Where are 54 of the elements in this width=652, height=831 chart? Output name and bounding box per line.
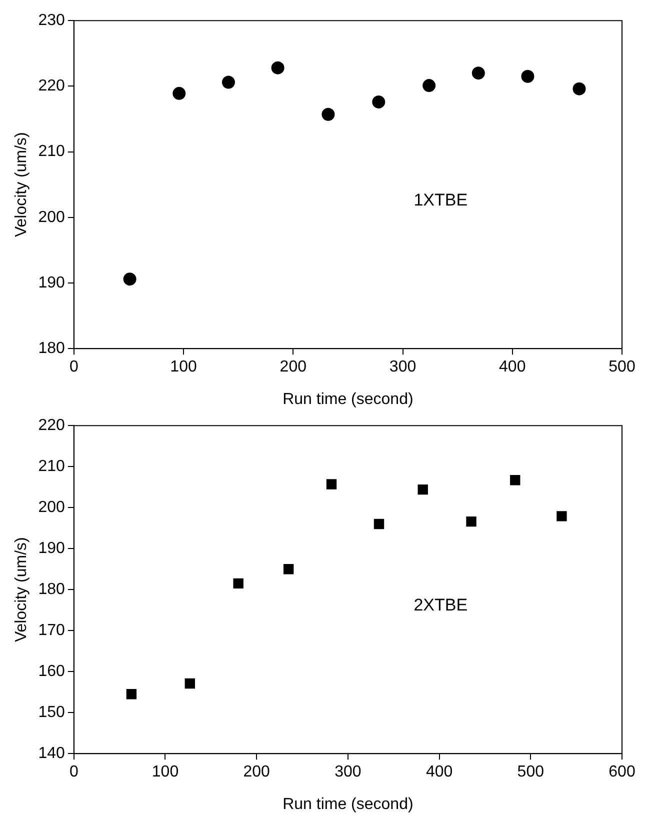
point: [126, 689, 137, 700]
point: [271, 61, 284, 74]
point: [172, 86, 186, 100]
y-tick-label: 230: [38, 12, 65, 30]
y-axis-title: Velocity (um/s): [13, 132, 30, 238]
y-tick-label: 210: [38, 458, 65, 476]
x-tick-label: 200: [243, 764, 270, 781]
y-tick-label: 170: [38, 622, 65, 640]
x-tick-label: 100: [170, 358, 197, 376]
x-axis-title: Run time (second): [282, 390, 414, 408]
point: [184, 678, 196, 689]
point: [472, 66, 485, 80]
y-tick-label: 160: [38, 663, 65, 680]
y-axis-title: Velocity (um/s): [13, 537, 30, 642]
y-tick-label: 180: [38, 340, 65, 358]
annotation: 2XTBE: [414, 596, 468, 615]
y-tick-label: 180: [38, 581, 65, 598]
y-tick-label: 190: [38, 274, 65, 292]
x-tick-label: 400: [499, 358, 526, 376]
y-tick-label: 140: [38, 745, 65, 762]
point: [322, 108, 335, 121]
x-tick-label: 100: [152, 764, 179, 781]
x-tick-label: 0: [69, 358, 78, 376]
x-tick-label: 400: [426, 764, 453, 781]
y-tick-label: 200: [38, 499, 65, 516]
annotation: 1XTBE: [414, 190, 468, 210]
y-tick-label: 220: [38, 417, 65, 434]
y-tick-label: 150: [38, 704, 65, 722]
y-tick-label: 200: [38, 208, 65, 226]
point: [222, 76, 235, 89]
y-tick-label: 190: [38, 540, 65, 558]
x-tick-label: 500: [608, 358, 636, 376]
point: [326, 479, 337, 490]
point: [466, 516, 476, 527]
point: [418, 484, 428, 495]
x-tick-label: 500: [517, 764, 544, 781]
point: [372, 95, 386, 108]
y-tick-label: 220: [38, 78, 65, 95]
point: [510, 475, 520, 486]
y-tick-label: 210: [38, 143, 65, 160]
point: [233, 578, 244, 589]
point: [374, 518, 384, 530]
x-axis-title: Run time (second): [282, 796, 414, 813]
x-tick-label: 300: [334, 764, 362, 781]
point: [572, 82, 586, 96]
point: [556, 511, 567, 522]
x-tick-label: 200: [280, 358, 307, 376]
point: [422, 79, 436, 92]
point: [123, 272, 136, 286]
x-tick-label: 300: [389, 358, 416, 376]
x-tick-label: 600: [608, 764, 636, 781]
point: [521, 70, 534, 83]
x-tick-label: 0: [69, 764, 78, 781]
point: [283, 564, 294, 574]
